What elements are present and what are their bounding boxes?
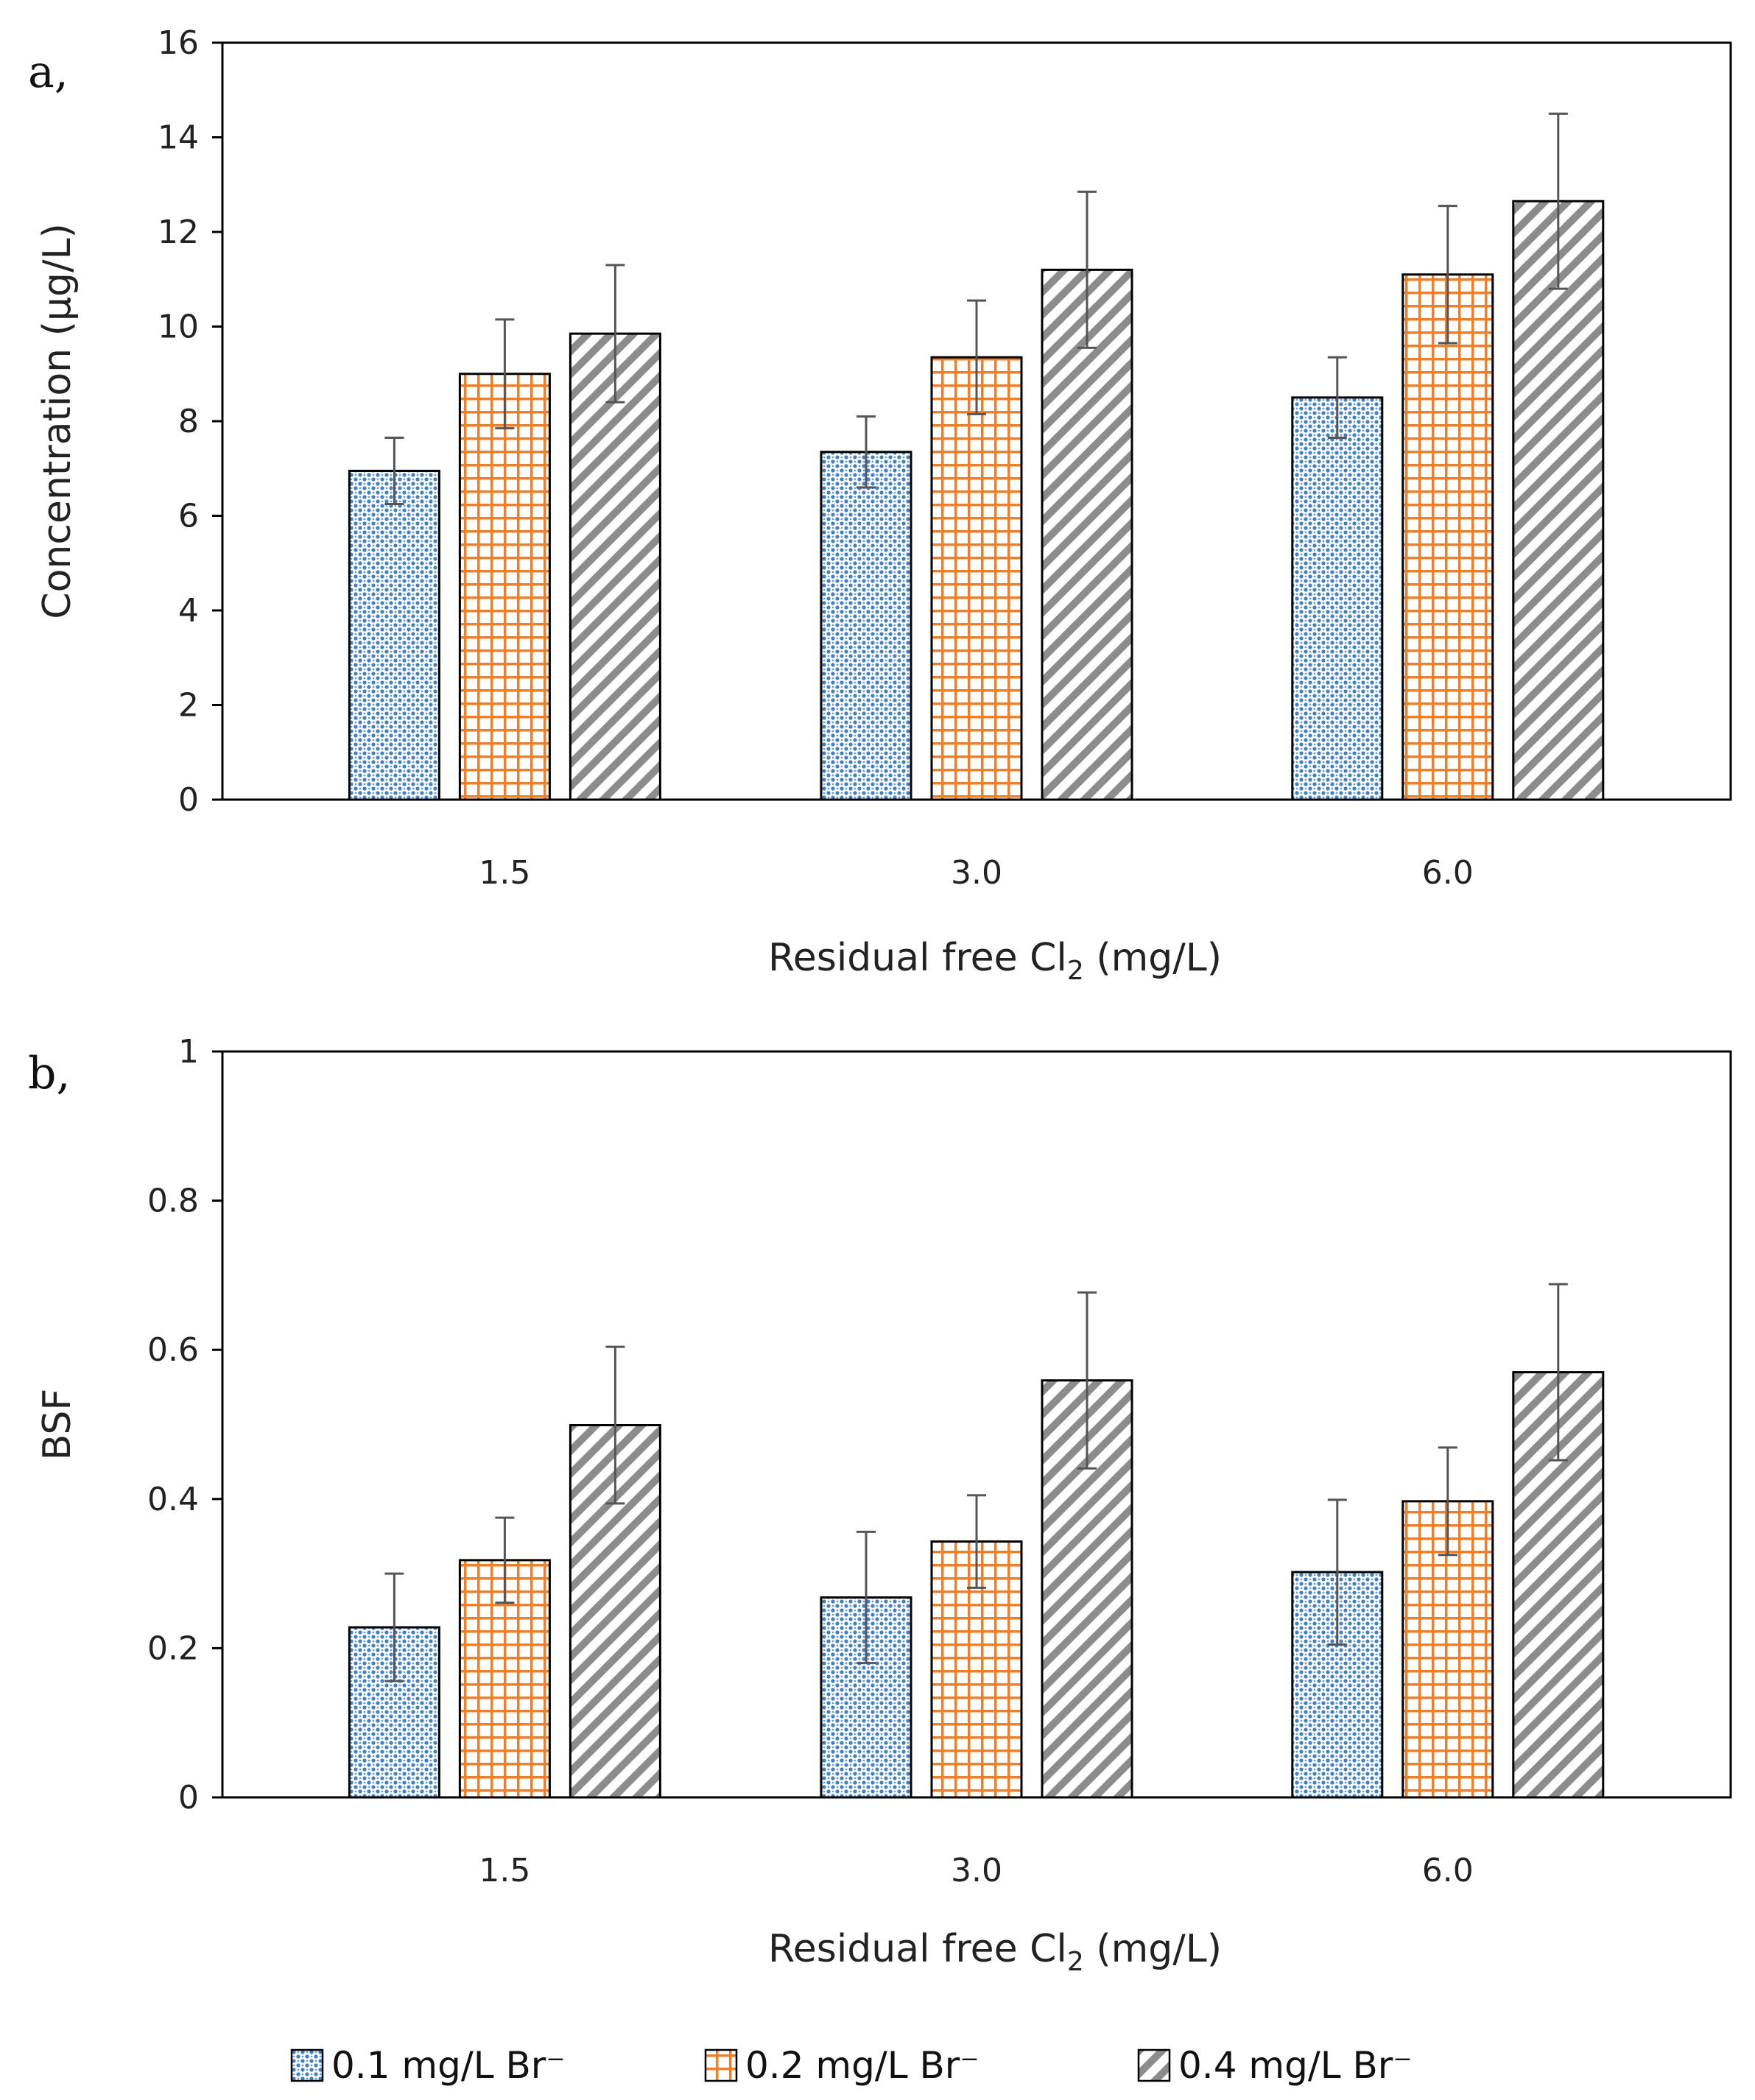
bar-series-1-cat-3.0	[820, 451, 912, 801]
x-axis: 1.5 3.0 6.0	[479, 854, 1473, 892]
bars	[348, 200, 1605, 801]
error-bar-series-3-cat-1.5	[605, 1345, 625, 1505]
y-axis-title: BSF	[35, 1389, 80, 1461]
y-axis-title: Concentration (µg/L)	[35, 223, 80, 619]
error-bar-series-3-cat-6.0	[1548, 1283, 1568, 1462]
y-tick-label: 0.8	[147, 1183, 199, 1220]
error-bar-series-1-cat-6.0	[1327, 1498, 1347, 1646]
x-axis-title: Residual free Cl2 (mg/L)	[768, 936, 1222, 986]
y-tick-label: 10	[158, 309, 199, 346]
x-tick-label: 3.0	[951, 1852, 1002, 1889]
x-tick-label: 1.5	[479, 1852, 530, 1889]
y-tick-label: 0.4	[147, 1481, 199, 1518]
error-bar-series-2-cat-1.5	[495, 1516, 515, 1604]
error-bar-series-3-cat-1.5	[605, 264, 625, 404]
y-tick-label: 0.2	[147, 1629, 199, 1667]
error-bar-series-2-cat-1.5	[495, 318, 515, 430]
x-tick-label: 6.0	[1422, 1852, 1474, 1889]
error-bars	[384, 112, 1568, 505]
y-tick-label: 0.6	[147, 1331, 199, 1369]
error-bar-series-1-cat-1.5	[384, 436, 404, 505]
legend: 0.1 mg/L Br⁻ 0.2 mg/L Br⁻ 0.4 mg/L Br⁻	[290, 2044, 1413, 2087]
panel-label: b,	[28, 1048, 70, 1099]
legend-swatch-series-2	[704, 2048, 738, 2082]
bar-series-3-cat-6.0	[1512, 200, 1605, 801]
error-bar-series-3-cat-3.0	[1077, 190, 1097, 349]
legend-label-series-1: 0.1 mg/L Br⁻	[331, 2044, 566, 2087]
x-tick-label: 6.0	[1422, 854, 1474, 892]
x-axis-title: Residual free Cl2 (mg/L)	[768, 1927, 1222, 1977]
y-tick-label: 1	[178, 1033, 199, 1071]
legend-label-series-3: 0.4 mg/L Br⁻	[1178, 2044, 1413, 2087]
panel-a: a, 0 2 4 6 8 10 12 14 16 1.5 3.0 6.0 Residual free…	[28, 24, 1732, 986]
y-tick-label: 4	[178, 592, 199, 630]
y-tick-label: 0	[178, 1779, 199, 1817]
bar-series-2-cat-1.5	[458, 373, 551, 801]
bar-series-2-cat-3.0	[930, 356, 1023, 801]
error-bar-series-1-cat-3.0	[857, 1530, 876, 1665]
bar-series-2-cat-6.0	[1401, 273, 1494, 801]
x-tick-label: 1.5	[479, 854, 530, 892]
bar-series-3-cat-3.0	[1041, 268, 1133, 801]
y-axis: 0 0.2 0.4 0.6 0.8 1	[147, 1033, 222, 1817]
y-axis: 0 2 4 6 8 10 12 14 16	[158, 24, 222, 819]
error-bar-series-3-cat-3.0	[1077, 1291, 1097, 1470]
bar-series-3-cat-1.5	[569, 332, 661, 801]
x-tick-label: 3.0	[951, 854, 1002, 892]
y-tick-label: 16	[158, 24, 199, 62]
bar-series-1-cat-6.0	[1291, 396, 1384, 801]
bar-series-1-cat-1.5	[348, 469, 440, 801]
x-axis: 1.5 3.0 6.0	[479, 1852, 1473, 1889]
error-bar-series-1-cat-6.0	[1327, 356, 1347, 439]
y-tick-label: 8	[178, 403, 199, 440]
y-tick-label: 14	[158, 119, 199, 157]
error-bar-series-3-cat-6.0	[1548, 112, 1568, 290]
panel-b: b, 0 0.2 0.4 0.6 0.8 1 1.5 3.0 6.0 Residual fre…	[28, 1033, 1732, 1977]
y-tick-label: 6	[178, 498, 199, 535]
error-bar-series-1-cat-3.0	[857, 415, 876, 489]
panel-label: a,	[28, 46, 68, 98]
y-tick-label: 0	[178, 781, 199, 819]
error-bar-series-2-cat-6.0	[1438, 205, 1457, 345]
error-bar-series-1-cat-1.5	[384, 1572, 404, 1683]
y-tick-label: 2	[178, 687, 199, 725]
error-bar-series-2-cat-6.0	[1438, 1446, 1457, 1557]
legend-swatch-series-3	[1137, 2048, 1171, 2082]
error-bar-series-2-cat-3.0	[967, 1494, 986, 1589]
error-bars	[384, 1283, 1568, 1683]
legend-swatch-series-1	[290, 2048, 324, 2082]
error-bar-series-2-cat-3.0	[967, 299, 986, 415]
y-tick-label: 12	[158, 214, 199, 251]
legend-label-series-2: 0.2 mg/L Br⁻	[745, 2044, 980, 2087]
